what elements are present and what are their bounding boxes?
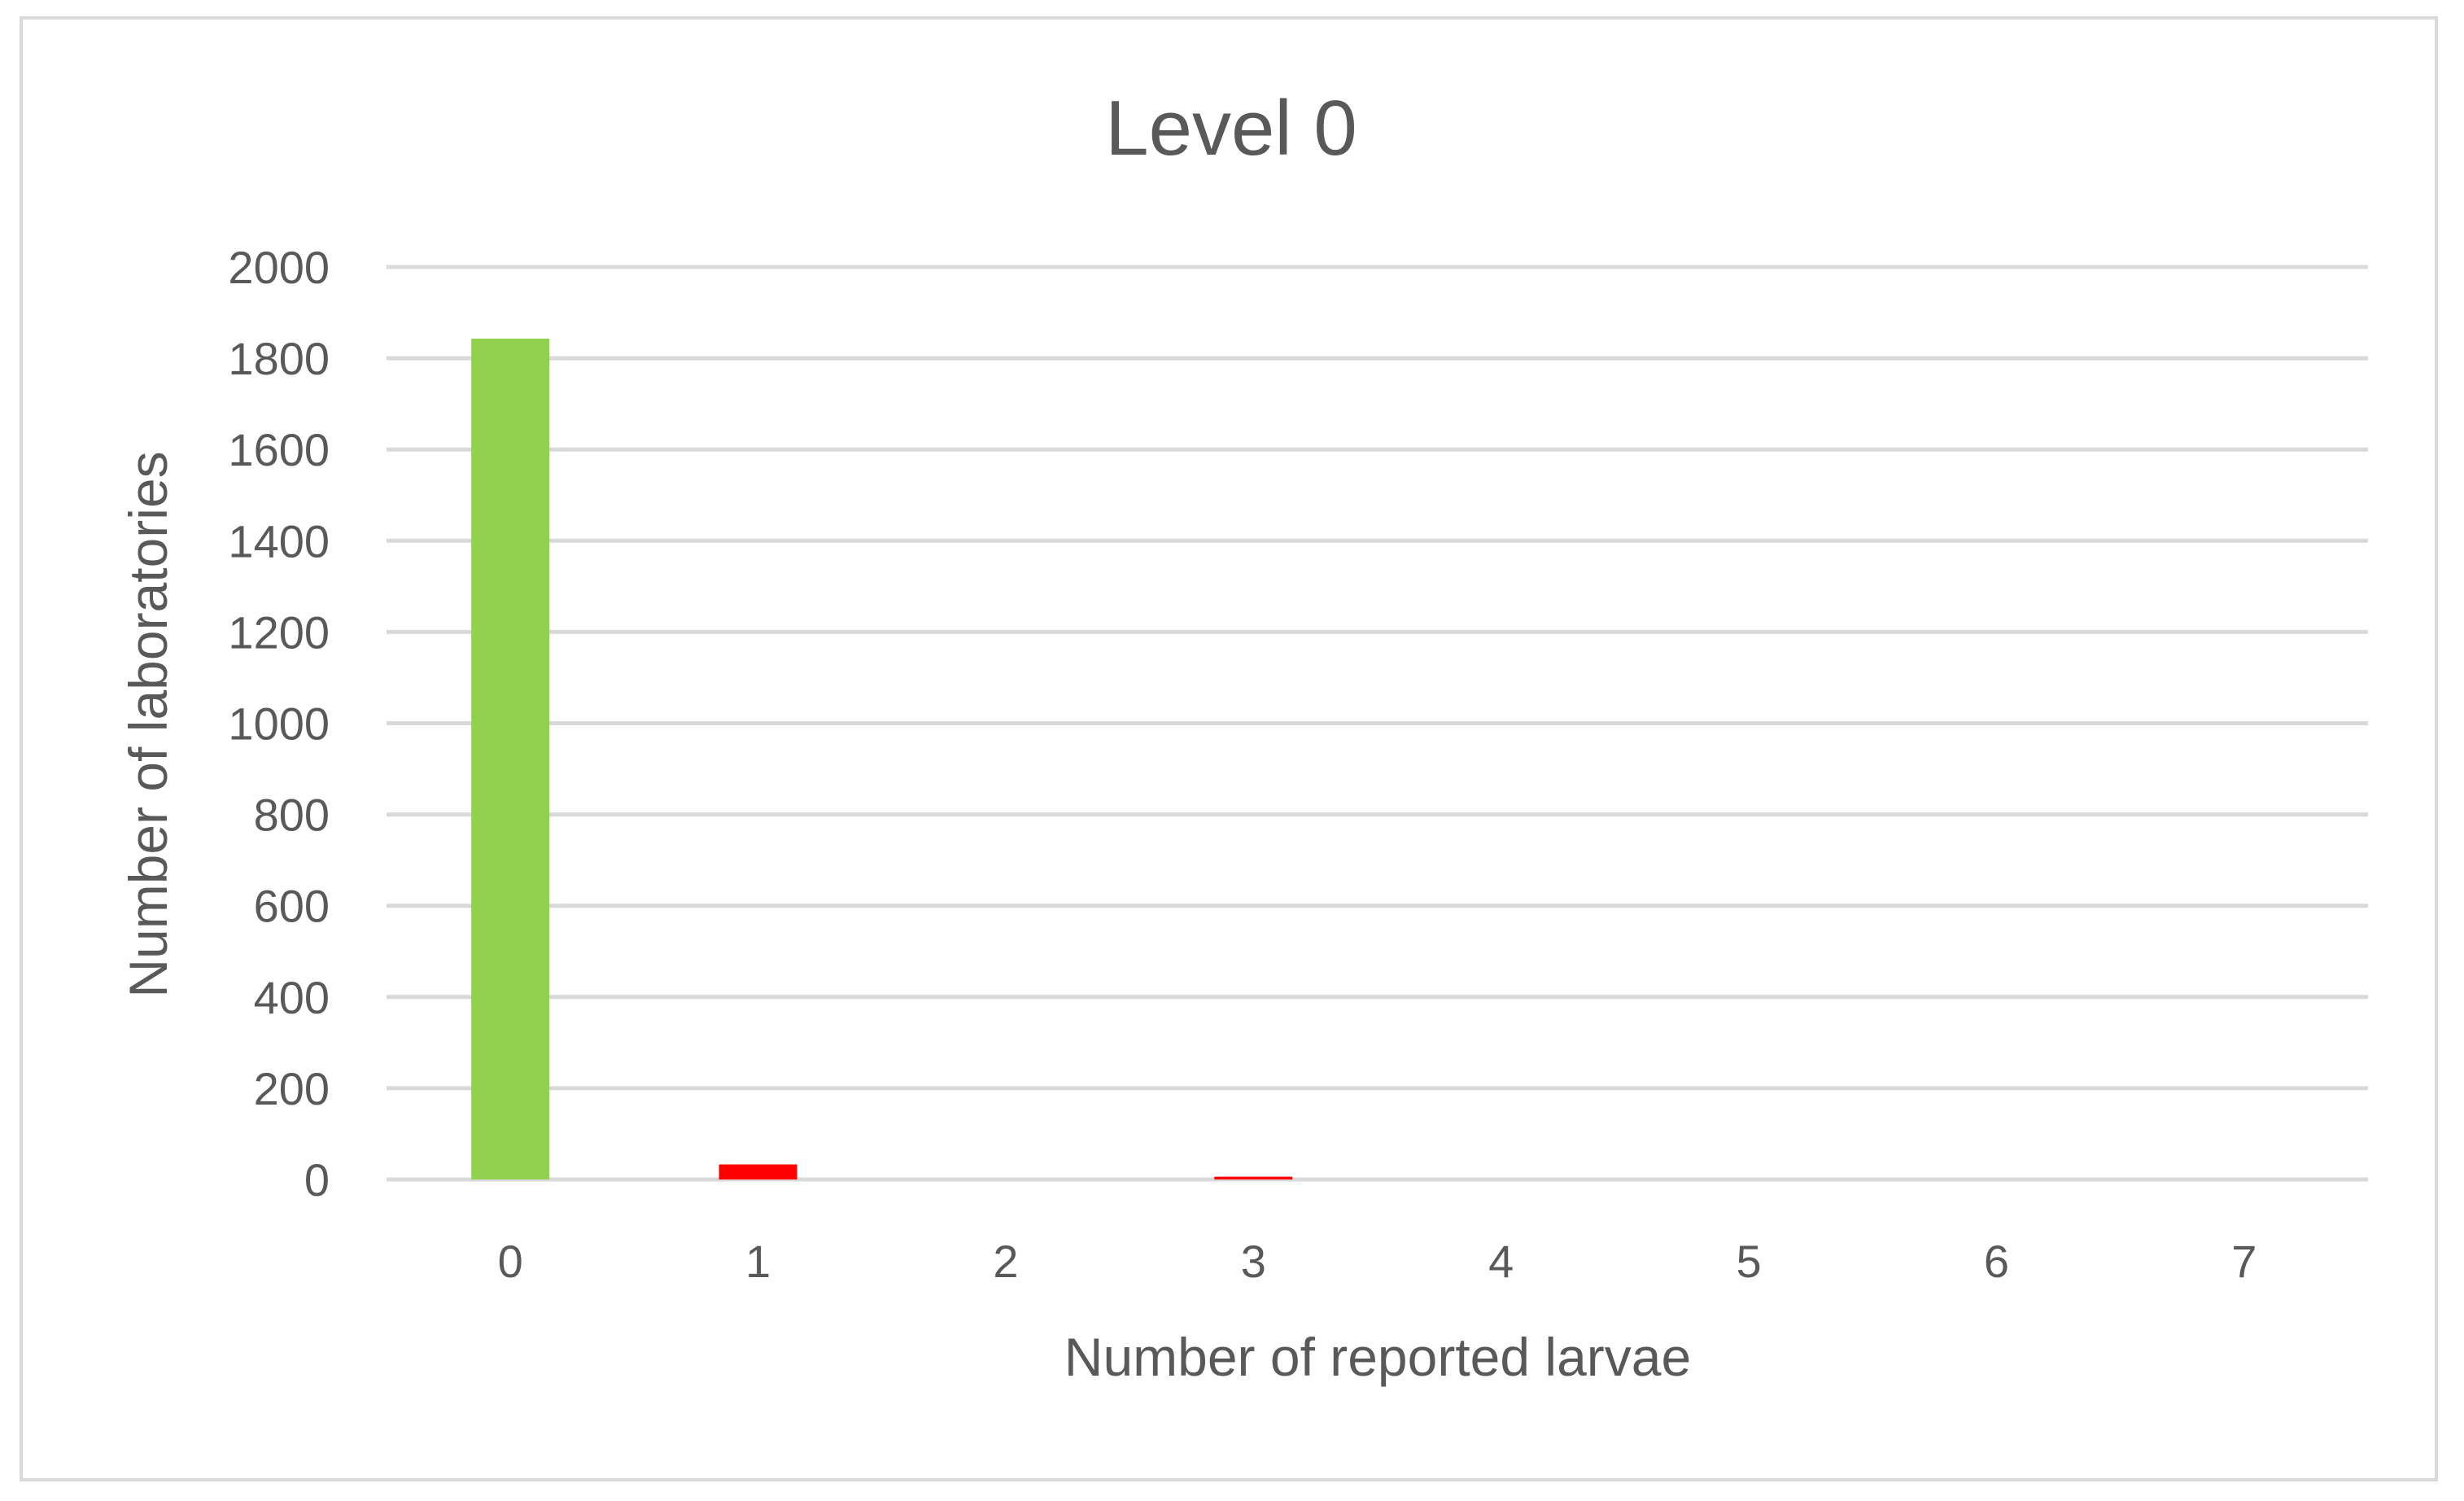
y-tick-label: 1200 [228,606,330,658]
x-axis-title: Number of reported larvae [1064,1327,1691,1387]
y-tick-label: 400 [254,972,330,1023]
bars [471,338,1293,1179]
y-tick-label: 800 [254,790,330,841]
chart-frame [20,16,2438,1481]
bar-3 [1214,1176,1293,1179]
x-axis-ticks: 0 1 2 3 4 5 6 7 [498,1236,2257,1287]
y-tick-label: 0 [304,1154,330,1206]
y-tick-label: 1600 [228,424,330,475]
gridlines [387,265,2368,1182]
y-tick-label: 600 [254,881,330,932]
x-tick-label: 1 [745,1236,771,1287]
y-tick-label: 1000 [228,698,330,750]
x-tick-label: 3 [1241,1236,1266,1287]
x-tick-label: 4 [1488,1236,1514,1287]
chart-title: Level 0 [1105,85,1357,172]
bar-1 [719,1164,797,1179]
x-tick-label: 0 [498,1236,523,1287]
y-tick-label: 2000 [228,242,330,293]
bar-0 [471,338,550,1179]
y-axis-ticks: 0 200 400 600 800 1000 1200 1400 1600 1800 2000 [228,242,330,1206]
x-tick-label: 7 [2231,1236,2256,1287]
x-tick-label: 5 [1736,1236,1761,1287]
y-tick-label: 1400 [228,515,330,567]
y-tick-label: 1800 [228,333,330,384]
y-axis-title: Number of laboratories [118,451,178,997]
y-tick-label: 200 [254,1063,330,1114]
x-tick-label: 2 [993,1236,1018,1287]
x-tick-label: 6 [1984,1236,2009,1287]
